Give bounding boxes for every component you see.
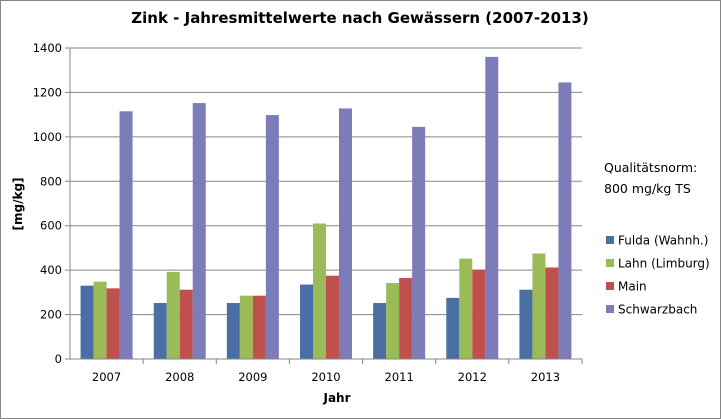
legend: Fulda (Wahnh.) Lahn (Limburg) Main Schwarzb… bbox=[606, 234, 710, 317]
bar-lahn-limburg--2011 bbox=[386, 283, 400, 359]
quality-norm-note: Qualitätsnorm: 800 mg/kg TS bbox=[604, 157, 697, 199]
y-tick-label: 1000 bbox=[33, 130, 62, 144]
bar-fulda-wahnh--2013 bbox=[519, 289, 533, 359]
quality-norm-value: 800 mg/kg TS bbox=[604, 181, 691, 196]
bar-schwarzbach-2011 bbox=[412, 126, 426, 359]
bar-schwarzbach-2013 bbox=[558, 82, 572, 360]
x-tick-label: 2009 bbox=[238, 370, 267, 384]
y-tick-label: 400 bbox=[40, 263, 62, 277]
bar-schwarzbach-2007 bbox=[119, 111, 133, 359]
bar-main-2009 bbox=[252, 295, 266, 359]
y-tick-label: 1400 bbox=[33, 41, 62, 55]
bar-lahn-limburg--2013 bbox=[532, 253, 546, 359]
y-tick-label: 1200 bbox=[33, 85, 62, 99]
legend-swatch bbox=[606, 236, 614, 244]
x-axis-label: Jahr bbox=[322, 391, 350, 405]
chart-title: Zink - Jahresmittelwerte nach Gewässern … bbox=[131, 9, 589, 27]
quality-norm-label: Qualitätsnorm: bbox=[604, 160, 698, 175]
x-tick-label: 2007 bbox=[92, 370, 121, 384]
x-tick-label: 2013 bbox=[531, 370, 560, 384]
bar-fulda-wahnh--2010 bbox=[300, 284, 313, 359]
legend-label: Fulda (Wahnh.) bbox=[618, 234, 708, 248]
bar-fulda-wahnh--2012 bbox=[446, 297, 460, 359]
bar-lahn-limburg--2012 bbox=[459, 258, 473, 359]
bar-main-2007 bbox=[106, 288, 120, 359]
bar-main-2013 bbox=[545, 267, 559, 359]
bar-main-2012 bbox=[472, 269, 486, 359]
bar-lahn-limburg--2009 bbox=[239, 295, 253, 359]
bar-schwarzbach-2012 bbox=[485, 56, 499, 360]
y-tick-label: 200 bbox=[40, 308, 62, 322]
bar-schwarzbach-2009 bbox=[265, 115, 279, 359]
bar-schwarzbach-2008 bbox=[192, 103, 206, 359]
y-tick-label: 0 bbox=[55, 352, 62, 366]
bars bbox=[80, 56, 572, 360]
tick-labels: 0 200 400 600 800 1000 1200 1400 2007 2008 2009 201… bbox=[33, 41, 560, 384]
x-tick-label: 2012 bbox=[458, 370, 487, 384]
legend-swatch bbox=[606, 305, 614, 313]
legend-label: Main bbox=[618, 280, 647, 294]
legend-swatch bbox=[606, 259, 614, 267]
bar-main-2011 bbox=[399, 277, 413, 359]
y-tick-label: 800 bbox=[40, 174, 62, 188]
bar-fulda-wahnh--2011 bbox=[373, 303, 387, 359]
y-axis-label: [mg/kg] bbox=[11, 177, 25, 230]
bar-schwarzbach-2010 bbox=[339, 108, 352, 360]
x-tick-label: 2011 bbox=[385, 370, 414, 384]
axes bbox=[69, 48, 583, 364]
bar-lahn-limburg--2007 bbox=[93, 281, 107, 359]
legend-label: Lahn (Limburg) bbox=[618, 257, 710, 271]
bar-lahn-limburg--2010 bbox=[313, 223, 326, 359]
bar-main-2010 bbox=[326, 275, 339, 359]
bar-fulda-wahnh--2007 bbox=[80, 285, 94, 359]
y-tick-label: 600 bbox=[40, 219, 62, 233]
legend-swatch bbox=[606, 282, 614, 290]
bar-main-2008 bbox=[179, 289, 193, 359]
bar-fulda-wahnh--2009 bbox=[226, 303, 240, 359]
legend-label: Schwarzbach bbox=[618, 303, 697, 317]
bar-fulda-wahnh--2008 bbox=[153, 303, 167, 359]
x-tick-label: 2008 bbox=[165, 370, 194, 384]
bar-lahn-limburg--2008 bbox=[166, 271, 180, 359]
x-tick-label: 2010 bbox=[311, 370, 340, 384]
